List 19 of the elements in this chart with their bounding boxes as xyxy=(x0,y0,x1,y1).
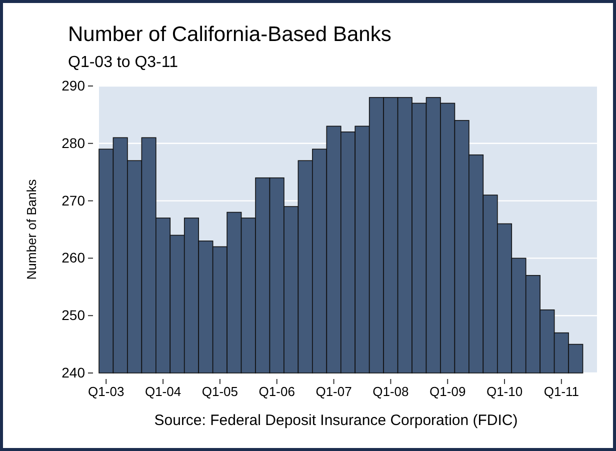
y-tick-label: 240 xyxy=(62,364,86,380)
x-tick-label: Q1-04 xyxy=(144,384,182,400)
x-tick-label: Q1-05 xyxy=(202,384,238,400)
chart-title: Number of California-Based Banks xyxy=(68,23,392,46)
x-tick-label: Q1-11 xyxy=(544,384,580,400)
y-tick-label: 280 xyxy=(62,134,86,151)
y-tick-label: 260 xyxy=(62,250,86,266)
y-tick-label: 250 xyxy=(62,307,86,324)
x-tick-label: Q1-06 xyxy=(258,384,295,400)
y-tick-label: 270 xyxy=(62,192,86,208)
source-note: Source: Federal Deposit Insurance Corporation (FDIC) xyxy=(154,412,518,429)
y-tick-label: 290 xyxy=(62,77,86,94)
y-axis-title: Number of Banks xyxy=(24,178,39,280)
x-tick-label: Q1-10 xyxy=(486,384,523,400)
x-tick-label: Q1-03 xyxy=(88,384,124,400)
chart-subtitle: Q1-03 to Q3-11 xyxy=(68,54,178,71)
x-tick-label: Q1-09 xyxy=(430,384,466,400)
x-tick-label: Q1-07 xyxy=(316,384,352,400)
x-tick-label: Q1-08 xyxy=(372,384,409,400)
